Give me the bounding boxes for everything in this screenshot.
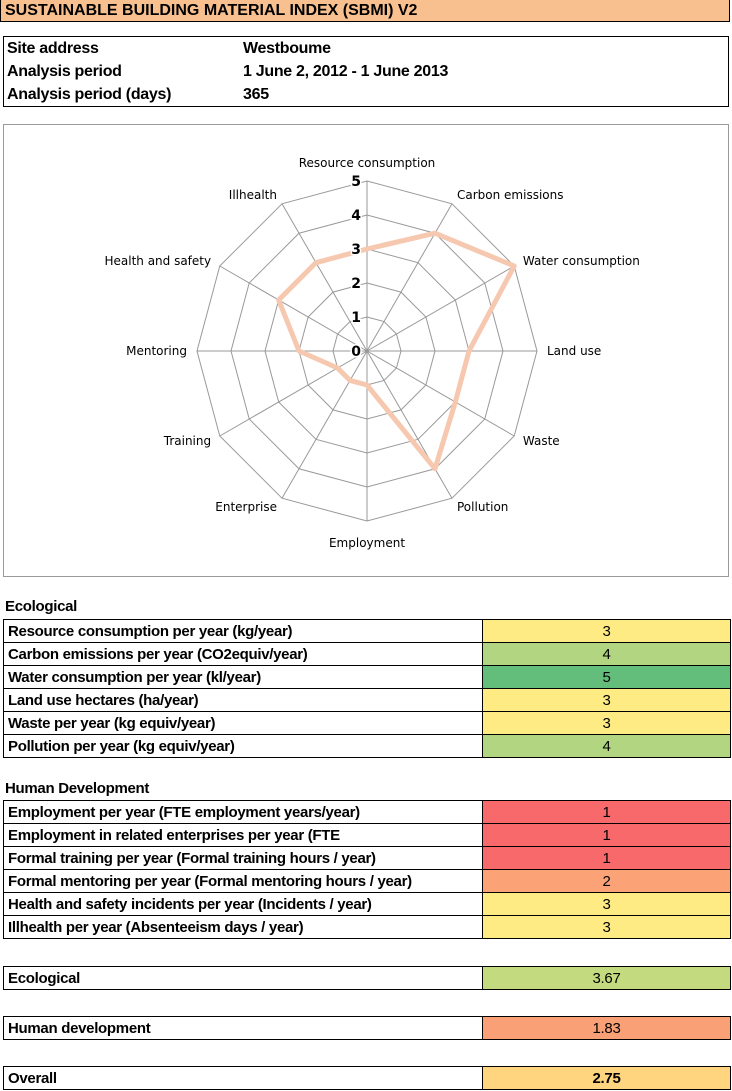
tick-label: 4 [351, 208, 361, 224]
axis-label: Illhealth [229, 188, 277, 202]
info-label: Analysis period (days) [7, 86, 172, 103]
summary-ecological: Ecological 3.67 [3, 966, 731, 990]
tick-label: 2 [351, 276, 361, 292]
row-label: Land use hectares (ha/year) [3, 688, 483, 712]
info-value: 365 [243, 86, 269, 103]
human-table: Employment per year (FTE employment year… [3, 800, 731, 939]
row-label: Formal mentoring per year (Formal mentor… [3, 869, 483, 893]
grid-spoke [366, 265, 515, 352]
row-label: Waste per year (kg equiv/year) [3, 711, 483, 735]
table-row: Formal training per year (Formal trainin… [3, 846, 731, 870]
row-score: 3 [482, 711, 731, 735]
row-label: Employment per year (FTE employment year… [3, 800, 483, 824]
row-score: 3 [482, 915, 731, 939]
row-label: Overall [3, 1066, 483, 1090]
table-row: Formal mentoring per year (Formal mentor… [3, 869, 731, 893]
ecological-table: Resource consumption per year (kg/year) 3… [3, 619, 731, 758]
table-row: Pollution per year (kg equiv/year) 4 [3, 734, 731, 758]
grid-spoke [219, 265, 368, 352]
row-score: 4 [482, 734, 731, 758]
table-row: Water consumption per year (kl/year) 5 [3, 665, 731, 689]
info-value: Westboume [243, 40, 331, 57]
tick-label: 1 [351, 310, 361, 326]
axis-label: Enterprise [215, 500, 277, 514]
info-row: Site address Westboume [7, 37, 727, 60]
grid-spoke [366, 350, 453, 499]
ecological-heading: Ecological [5, 598, 78, 615]
table-row: Employment per year (FTE employment year… [3, 800, 731, 824]
summary-overall: Overall 2.75 [3, 1066, 731, 1090]
row-label: Illhealth per year (Absenteeism days / y… [3, 915, 483, 939]
axis-label: Carbon emissions [457, 188, 564, 202]
axis-label: Mentoring [126, 344, 187, 358]
grid-spoke [281, 350, 368, 499]
row-score: 1 [482, 800, 731, 824]
row-score: 3 [482, 619, 731, 643]
table-row: Waste per year (kg equiv/year) 3 [3, 711, 731, 735]
axis-label: Training [163, 434, 211, 448]
row-label: Employment in related enterprises per ye… [3, 823, 483, 847]
info-value: 1 June 2, 2012 - 1 June 2013 [243, 63, 449, 80]
row-label: Health and safety incidents per year (In… [3, 892, 483, 916]
grid-spoke [281, 203, 368, 352]
row-label: Carbon emissions per year (CO2equiv/year… [3, 642, 483, 666]
row-score: 2 [482, 869, 731, 893]
row-label: Water consumption per year (kl/year) [3, 665, 483, 689]
tick-label: 3 [351, 242, 361, 258]
info-label: Analysis period [7, 63, 122, 80]
tick-label: 5 [351, 174, 361, 190]
tick-label: 0 [351, 344, 361, 360]
axis-label: Health and safety [104, 254, 211, 268]
grid-spoke [219, 350, 368, 437]
series-line [276, 230, 517, 472]
info-row: Analysis period 1 June 2, 2012 - 1 June 2… [7, 60, 727, 83]
table-row: Ecological 3.67 [3, 966, 731, 990]
table-row: Land use hectares (ha/year) 3 [3, 688, 731, 712]
table-row: Carbon emissions per year (CO2equiv/year… [3, 642, 731, 666]
page-title: SUSTAINABLE BUILDING MATERIAL INDEX (SBM… [0, 0, 730, 22]
summary-human: Human development 1.83 [3, 1016, 731, 1040]
axis-label: Water consumption [523, 254, 640, 268]
row-score: 5 [482, 665, 731, 689]
row-score: 1.83 [482, 1016, 731, 1040]
axis-label: Waste [523, 434, 560, 448]
info-label: Site address [7, 40, 99, 57]
row-label: Human development [3, 1016, 483, 1040]
row-score: 1 [482, 823, 731, 847]
axis-label: Employment [329, 536, 405, 550]
row-score: 3.67 [482, 966, 731, 990]
row-score: 1 [482, 846, 731, 870]
row-label: Pollution per year (kg equiv/year) [3, 734, 483, 758]
radar-chart-box: 0 1 2 3 4 5 Resource consumption Carbon emissio… [3, 124, 729, 577]
site-info: Site address Westboume Analysis period 1 J… [3, 36, 729, 107]
row-score: 2.75 [482, 1066, 731, 1090]
row-score: 3 [482, 892, 731, 916]
table-row: Illhealth per year (Absenteeism days / y… [3, 915, 731, 939]
table-row: Overall 2.75 [3, 1066, 731, 1090]
grid-spoke [366, 203, 453, 352]
radar-chart: 0 1 2 3 4 5 Resource consumption Carbon emissio… [104, 156, 640, 550]
axis-label: Land use [547, 344, 601, 358]
info-row: Analysis period (days) 365 [7, 83, 727, 106]
row-label: Ecological [3, 966, 483, 990]
row-score: 4 [482, 642, 731, 666]
table-row: Health and safety incidents per year (In… [3, 892, 731, 916]
human-heading: Human Development [5, 780, 150, 797]
grid-spoke [366, 350, 515, 437]
table-row: Employment in related enterprises per ye… [3, 823, 731, 847]
axis-label: Pollution [457, 500, 508, 514]
row-label: Resource consumption per year (kg/year) [3, 619, 483, 643]
axis-label: Resource consumption [299, 156, 436, 170]
row-score: 3 [482, 688, 731, 712]
table-row: Human development 1.83 [3, 1016, 731, 1040]
row-label: Formal training per year (Formal trainin… [3, 846, 483, 870]
table-row: Resource consumption per year (kg/year) 3 [3, 619, 731, 643]
